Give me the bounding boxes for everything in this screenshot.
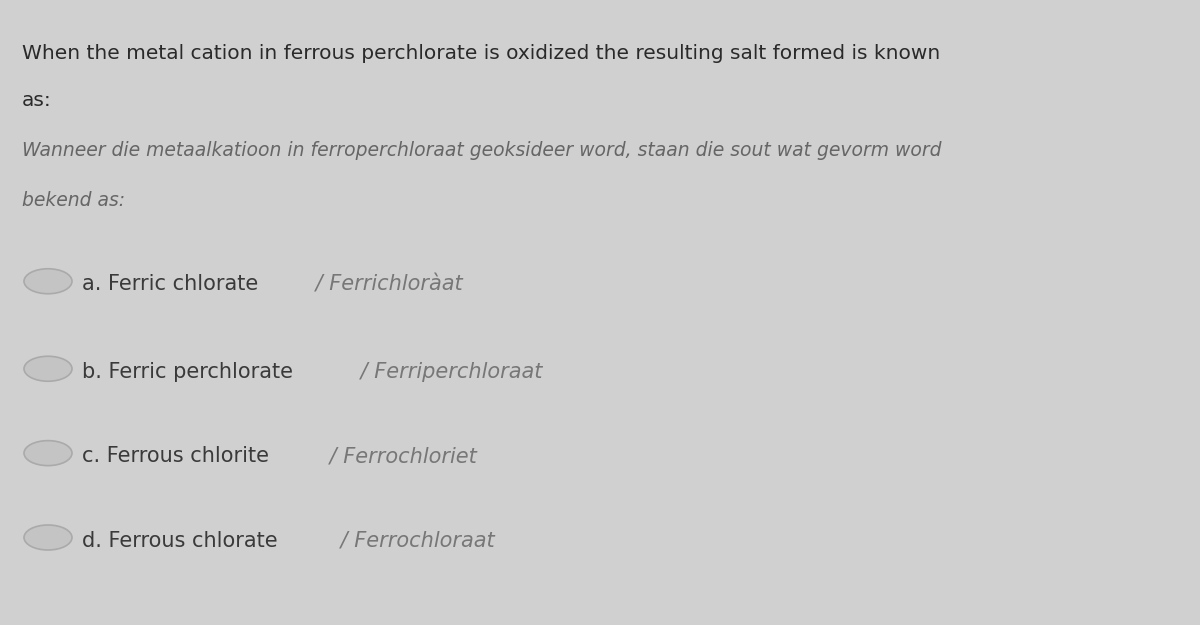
Circle shape — [24, 441, 72, 466]
Text: Wanneer die metaalkatioon in ferroperchloraat geoksideer word, staan die sout wa: Wanneer die metaalkatioon in ferroperchl… — [22, 141, 941, 159]
Circle shape — [24, 525, 72, 550]
Text: / Ferrichloràat: / Ferrichloràat — [310, 274, 463, 294]
Text: / Ferriperchloraat: / Ferriperchloraat — [354, 362, 542, 382]
Circle shape — [24, 269, 72, 294]
Text: as:: as: — [22, 91, 52, 109]
Text: b. Ferric perchlorate: b. Ferric perchlorate — [82, 362, 293, 382]
Text: When the metal cation in ferrous perchlorate is oxidized the resulting salt form: When the metal cation in ferrous perchlo… — [22, 44, 940, 63]
Text: bekend as:: bekend as: — [22, 191, 125, 209]
Text: / Ferrochloriet: / Ferrochloriet — [323, 446, 476, 466]
Text: a. Ferric chlorate: a. Ferric chlorate — [82, 274, 258, 294]
Text: c. Ferrous chlorite: c. Ferrous chlorite — [82, 446, 269, 466]
Text: / Ferrochloraat: / Ferrochloraat — [334, 531, 494, 551]
Text: d. Ferrous chlorate: d. Ferrous chlorate — [82, 531, 277, 551]
Circle shape — [24, 356, 72, 381]
